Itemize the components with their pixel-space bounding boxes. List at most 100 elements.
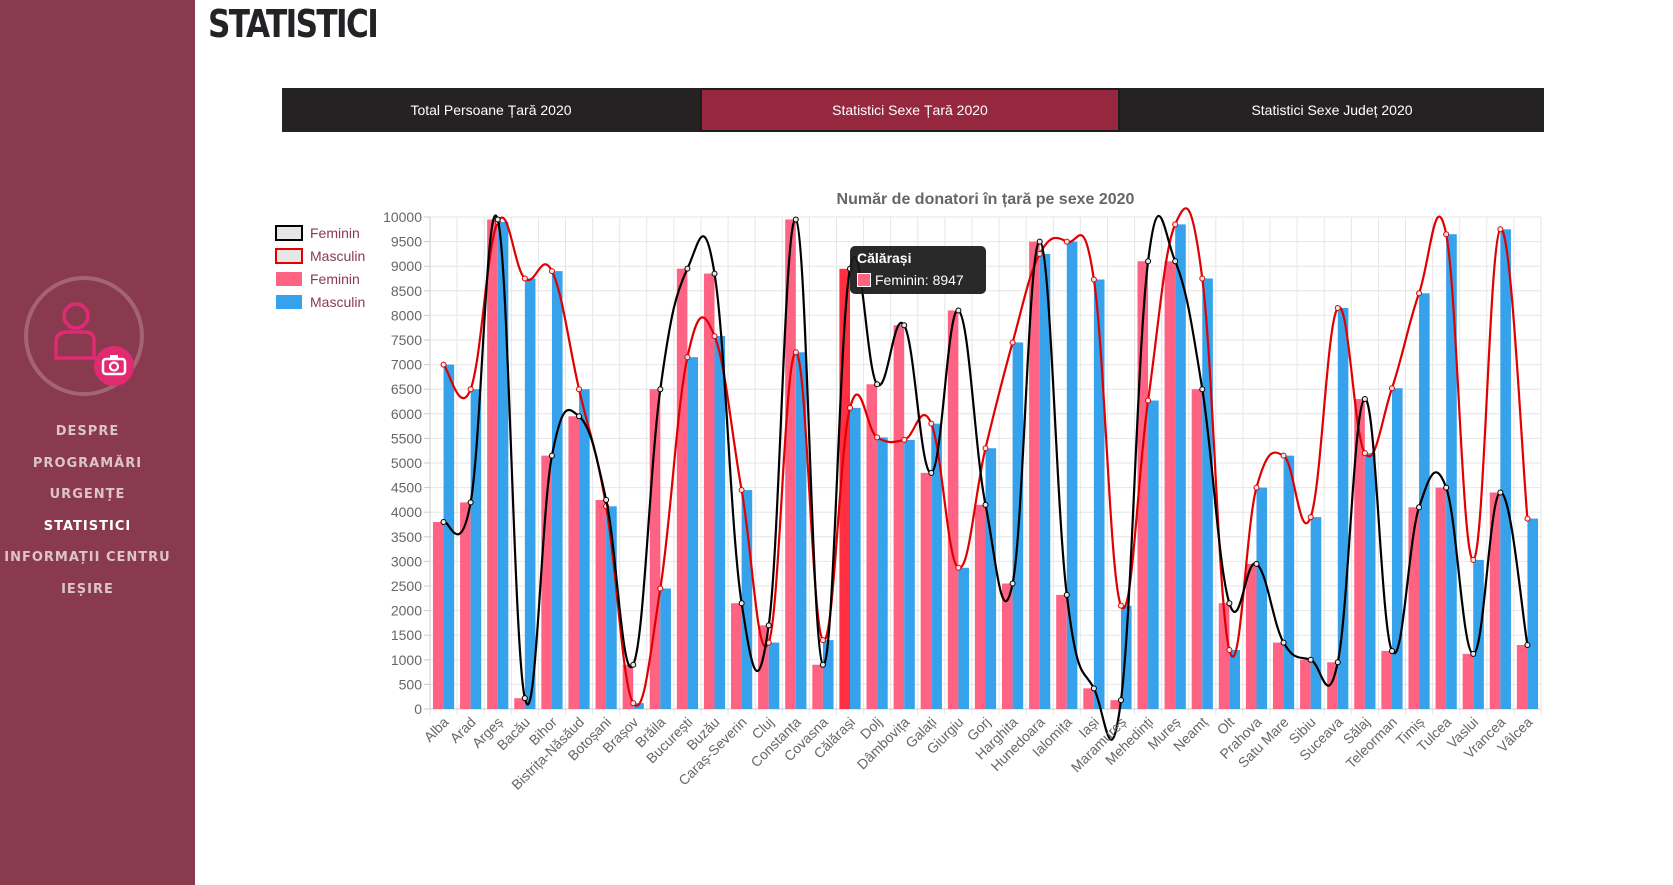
point-masculin-13	[792, 349, 799, 356]
bar-feminin-39	[1489, 492, 1501, 709]
nav-item-urgente[interactable]: URGENȚE	[49, 487, 126, 502]
point-feminin-13	[792, 216, 799, 223]
bar-masculin-19	[958, 567, 970, 709]
bar-masculin-0	[443, 364, 455, 709]
tab-total-persoane[interactable]: Total Persoane Țară 2020	[282, 88, 700, 132]
tooltip-title: Călărași	[857, 250, 912, 266]
y-tick-label: 5500	[391, 430, 422, 446]
nav-item-iesire[interactable]: IEȘIRE	[61, 582, 114, 597]
nav-item-statistici[interactable]: STATISTICI	[43, 519, 132, 534]
point-feminin-33	[1334, 659, 1341, 666]
bar-masculin-2	[497, 221, 509, 710]
bar-feminin-3	[514, 698, 525, 709]
bar-feminin-8	[649, 389, 661, 709]
point-masculin-22	[1036, 250, 1043, 257]
y-tick-label: 8500	[391, 283, 422, 299]
point-feminin-5	[576, 413, 583, 420]
y-tick-label: 9500	[391, 234, 422, 250]
bar-feminin-2	[487, 219, 498, 709]
bar-feminin-25	[1110, 700, 1121, 709]
bar-feminin-4	[541, 455, 552, 709]
bar-masculin-34	[1364, 453, 1376, 709]
y-tick-label: 3000	[391, 553, 422, 569]
bar-masculin-35	[1391, 388, 1403, 709]
bar-feminin-13	[785, 219, 796, 709]
point-masculin-29	[1226, 646, 1233, 653]
tab-statistici-sexe-tara[interactable]: Statistici Sexe Țară 2020	[700, 88, 1120, 132]
y-tick-label: 3500	[391, 529, 422, 545]
point-masculin-24	[1090, 276, 1097, 283]
point-feminin-28	[1199, 386, 1206, 393]
bar-feminin-31	[1272, 642, 1284, 709]
bar-feminin-23	[1056, 594, 1067, 709]
bar-feminin-12	[758, 625, 769, 709]
point-masculin-38	[1470, 556, 1477, 563]
legend-label: Masculin	[310, 248, 365, 264]
bar-masculin-10	[714, 336, 726, 709]
bar-feminin-35	[1381, 650, 1392, 709]
point-masculin-15	[847, 404, 854, 411]
bar-masculin-31	[1283, 455, 1295, 709]
point-masculin-30	[1253, 484, 1260, 491]
point-masculin-9	[684, 354, 691, 361]
legend-label: Feminin	[310, 271, 360, 287]
bar-feminin-9	[676, 268, 688, 709]
sidebar: DESPRE PROGRAMĂRI URGENȚE STATISTICI INF…	[0, 0, 195, 885]
point-masculin-32	[1307, 514, 1314, 521]
bar-masculin-9	[687, 357, 699, 709]
nav-item-despre[interactable]: DESPRE	[55, 424, 120, 439]
point-masculin-31	[1280, 452, 1287, 459]
bar-masculin-15	[850, 407, 861, 709]
point-feminin-38	[1470, 650, 1477, 657]
legend-swatch-line	[275, 225, 303, 241]
y-tick-label: 4000	[391, 504, 422, 520]
point-feminin-11	[738, 600, 745, 607]
bar-feminin-26	[1137, 261, 1149, 709]
point-feminin-12	[765, 622, 772, 629]
x-tick-label: Alba	[421, 714, 452, 745]
point-feminin-2	[494, 216, 501, 223]
point-feminin-23	[1063, 591, 1070, 598]
tooltip-swatch	[857, 273, 871, 287]
point-feminin-9	[684, 265, 691, 272]
bar-masculin-1	[470, 389, 482, 709]
bar-masculin-22	[1039, 253, 1051, 709]
y-tick-label: 7000	[391, 357, 422, 373]
bar-feminin-0	[432, 522, 444, 709]
bar-masculin-13	[795, 352, 807, 709]
bar-masculin-27	[1175, 224, 1186, 709]
bar-feminin-36	[1408, 507, 1420, 709]
point-feminin-18	[928, 469, 935, 476]
bar-masculin-39	[1500, 229, 1511, 710]
point-masculin-0	[440, 361, 447, 368]
point-feminin-39	[1497, 489, 1504, 496]
bar-masculin-24	[1093, 279, 1105, 709]
point-masculin-21	[1009, 339, 1016, 346]
nav-item-informatii-centru[interactable]: INFORMAȚII CENTRU	[4, 550, 171, 565]
point-masculin-4	[548, 268, 555, 275]
point-masculin-3	[521, 275, 528, 282]
point-feminin-37	[1443, 484, 1450, 491]
y-tick-label: 6500	[391, 381, 422, 397]
bar-feminin-10	[703, 273, 715, 709]
point-feminin-1	[467, 499, 474, 506]
point-masculin-37	[1443, 231, 1450, 238]
bar-masculin-8	[660, 588, 671, 709]
tab-statistici-sexe-judet[interactable]: Statistici Sexe Județ 2020	[1120, 88, 1544, 132]
legend-swatch-bar	[276, 295, 302, 309]
point-feminin-32	[1307, 656, 1314, 663]
page-title: STATISTICI	[208, 2, 379, 46]
bar-feminin-14	[812, 664, 823, 709]
legend-swatch-bar	[276, 272, 302, 286]
bar-feminin-27	[1164, 261, 1176, 709]
nav-item-programari[interactable]: PROGRAMĂRI	[32, 456, 143, 471]
bar-masculin-6	[606, 506, 617, 709]
chart-legend: Feminin Masculin Feminin Masculin	[275, 225, 365, 310]
point-feminin-4	[548, 452, 555, 459]
point-feminin-6	[603, 496, 610, 503]
point-feminin-8	[657, 386, 664, 393]
point-masculin-33	[1334, 305, 1341, 312]
bar-masculin-26	[1148, 400, 1159, 709]
bar-feminin-18	[920, 472, 932, 709]
bar-masculin-3	[524, 278, 536, 709]
